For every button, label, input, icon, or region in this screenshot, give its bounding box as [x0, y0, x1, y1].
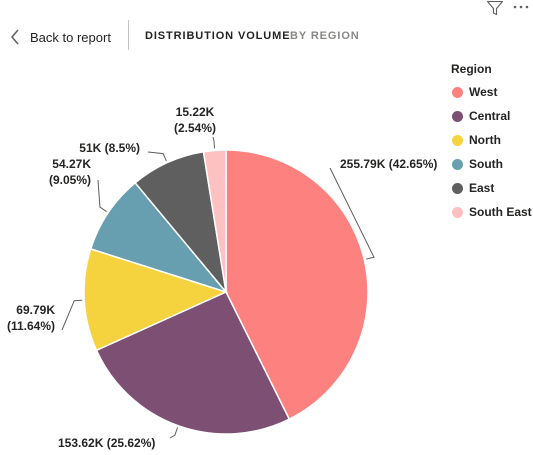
legend-swatch — [452, 134, 463, 146]
data-label: 15.22K (2.54%) — [174, 105, 216, 135]
data-label: 51K (8.5%) — [79, 141, 140, 155]
tab-by-region[interactable]: BY REGION — [290, 30, 360, 42]
leader-line — [169, 427, 179, 439]
legend-item[interactable]: North — [448, 128, 533, 152]
legend-item[interactable]: South — [448, 152, 533, 176]
leader-line — [147, 151, 167, 162]
data-label: 153.62K (25.62%) — [58, 436, 155, 450]
legend-label: East — [469, 181, 495, 195]
chart-legend: Region West Central North South East South Ea… — [448, 62, 533, 224]
legend-title: Region — [451, 62, 492, 76]
data-label: 69.79K (11.64%) — [7, 303, 55, 333]
back-to-report-label: Back to report — [30, 29, 111, 45]
legend-label: West — [469, 85, 498, 99]
legend-label: South — [469, 157, 503, 171]
legend-swatch — [452, 86, 463, 98]
tab-distribution-volume[interactable]: DISTRIBUTION VOLUME — [145, 30, 291, 42]
pie-slice-west[interactable] — [225, 149, 369, 421]
chevron-left-icon — [11, 29, 19, 45]
leader-line — [212, 136, 216, 149]
legend-label: Central — [469, 109, 511, 123]
legend-item[interactable]: South East — [448, 200, 533, 224]
legend-swatch — [452, 182, 463, 194]
pie-slice-south[interactable] — [89, 181, 229, 294]
visual-header: Back to report DISTRIBUTION VOLUME BY RE… — [0, 0, 533, 72]
data-label: 54.27K (9.05%) — [49, 157, 91, 187]
pie-slice-central[interactable] — [95, 291, 291, 435]
legend-label: South East — [469, 205, 532, 219]
leader-line — [329, 167, 375, 260]
filter-icon[interactable] — [486, 0, 504, 16]
leader-line — [61, 299, 83, 331]
back-to-report-button[interactable]: Back to report — [10, 26, 111, 48]
leader-line — [97, 179, 107, 212]
data-label: 255.79K (42.65%) — [340, 157, 437, 171]
pie-slice-north[interactable] — [83, 247, 229, 352]
legend-swatch — [452, 158, 463, 170]
legend-swatch — [452, 206, 463, 218]
legend-item[interactable]: West — [448, 80, 533, 104]
legend-label: North — [469, 133, 501, 147]
more-options-icon[interactable] — [512, 0, 530, 14]
legend-item[interactable]: East — [448, 176, 533, 200]
pie-slice-south-east[interactable] — [202, 149, 227, 293]
legend-swatch — [452, 110, 463, 122]
legend-item[interactable]: Central — [448, 104, 533, 128]
header-divider — [128, 20, 129, 50]
